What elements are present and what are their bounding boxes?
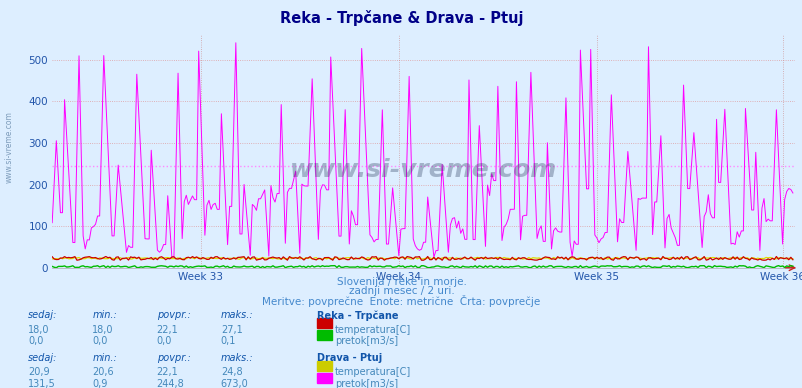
Text: sedaj:: sedaj: bbox=[28, 353, 58, 363]
Text: pretok[m3/s]: pretok[m3/s] bbox=[334, 379, 398, 388]
Text: 22,1: 22,1 bbox=[156, 325, 178, 335]
Text: Drava - Ptuj: Drava - Ptuj bbox=[317, 353, 382, 363]
Text: 0,9: 0,9 bbox=[92, 379, 107, 388]
Text: povpr.:: povpr.: bbox=[156, 353, 190, 363]
Text: 244,8: 244,8 bbox=[156, 379, 184, 388]
Text: pretok[m3/s]: pretok[m3/s] bbox=[334, 336, 398, 346]
Text: 673,0: 673,0 bbox=[221, 379, 249, 388]
Text: povpr.:: povpr.: bbox=[156, 310, 190, 320]
Text: 20,9: 20,9 bbox=[28, 367, 50, 378]
Text: Reka - Trpčane & Drava - Ptuj: Reka - Trpčane & Drava - Ptuj bbox=[279, 10, 523, 26]
Text: www.si-vreme.com: www.si-vreme.com bbox=[5, 111, 14, 184]
Text: Reka - Trpčane: Reka - Trpčane bbox=[317, 310, 398, 321]
Text: sedaj:: sedaj: bbox=[28, 310, 58, 320]
Text: 0,0: 0,0 bbox=[28, 336, 43, 346]
Text: min.:: min.: bbox=[92, 310, 117, 320]
Text: Meritve: povprečne  Enote: metrične  Črta: povprečje: Meritve: povprečne Enote: metrične Črta:… bbox=[262, 295, 540, 307]
Text: 27,1: 27,1 bbox=[221, 325, 242, 335]
Text: min.:: min.: bbox=[92, 353, 117, 363]
Text: zadnji mesec / 2 uri.: zadnji mesec / 2 uri. bbox=[348, 286, 454, 296]
Text: 18,0: 18,0 bbox=[92, 325, 114, 335]
Text: www.si-vreme.com: www.si-vreme.com bbox=[290, 158, 557, 182]
Text: 18,0: 18,0 bbox=[28, 325, 50, 335]
Text: 20,6: 20,6 bbox=[92, 367, 114, 378]
Text: 0,1: 0,1 bbox=[221, 336, 236, 346]
Text: 24,8: 24,8 bbox=[221, 367, 242, 378]
Text: temperatura[C]: temperatura[C] bbox=[334, 325, 411, 335]
Text: maks.:: maks.: bbox=[221, 353, 253, 363]
Text: 22,1: 22,1 bbox=[156, 367, 178, 378]
Text: temperatura[C]: temperatura[C] bbox=[334, 367, 411, 378]
Text: maks.:: maks.: bbox=[221, 310, 253, 320]
Text: 131,5: 131,5 bbox=[28, 379, 56, 388]
Text: 0,0: 0,0 bbox=[156, 336, 172, 346]
Text: Slovenija / reke in morje.: Slovenija / reke in morje. bbox=[336, 277, 466, 288]
Text: 0,0: 0,0 bbox=[92, 336, 107, 346]
